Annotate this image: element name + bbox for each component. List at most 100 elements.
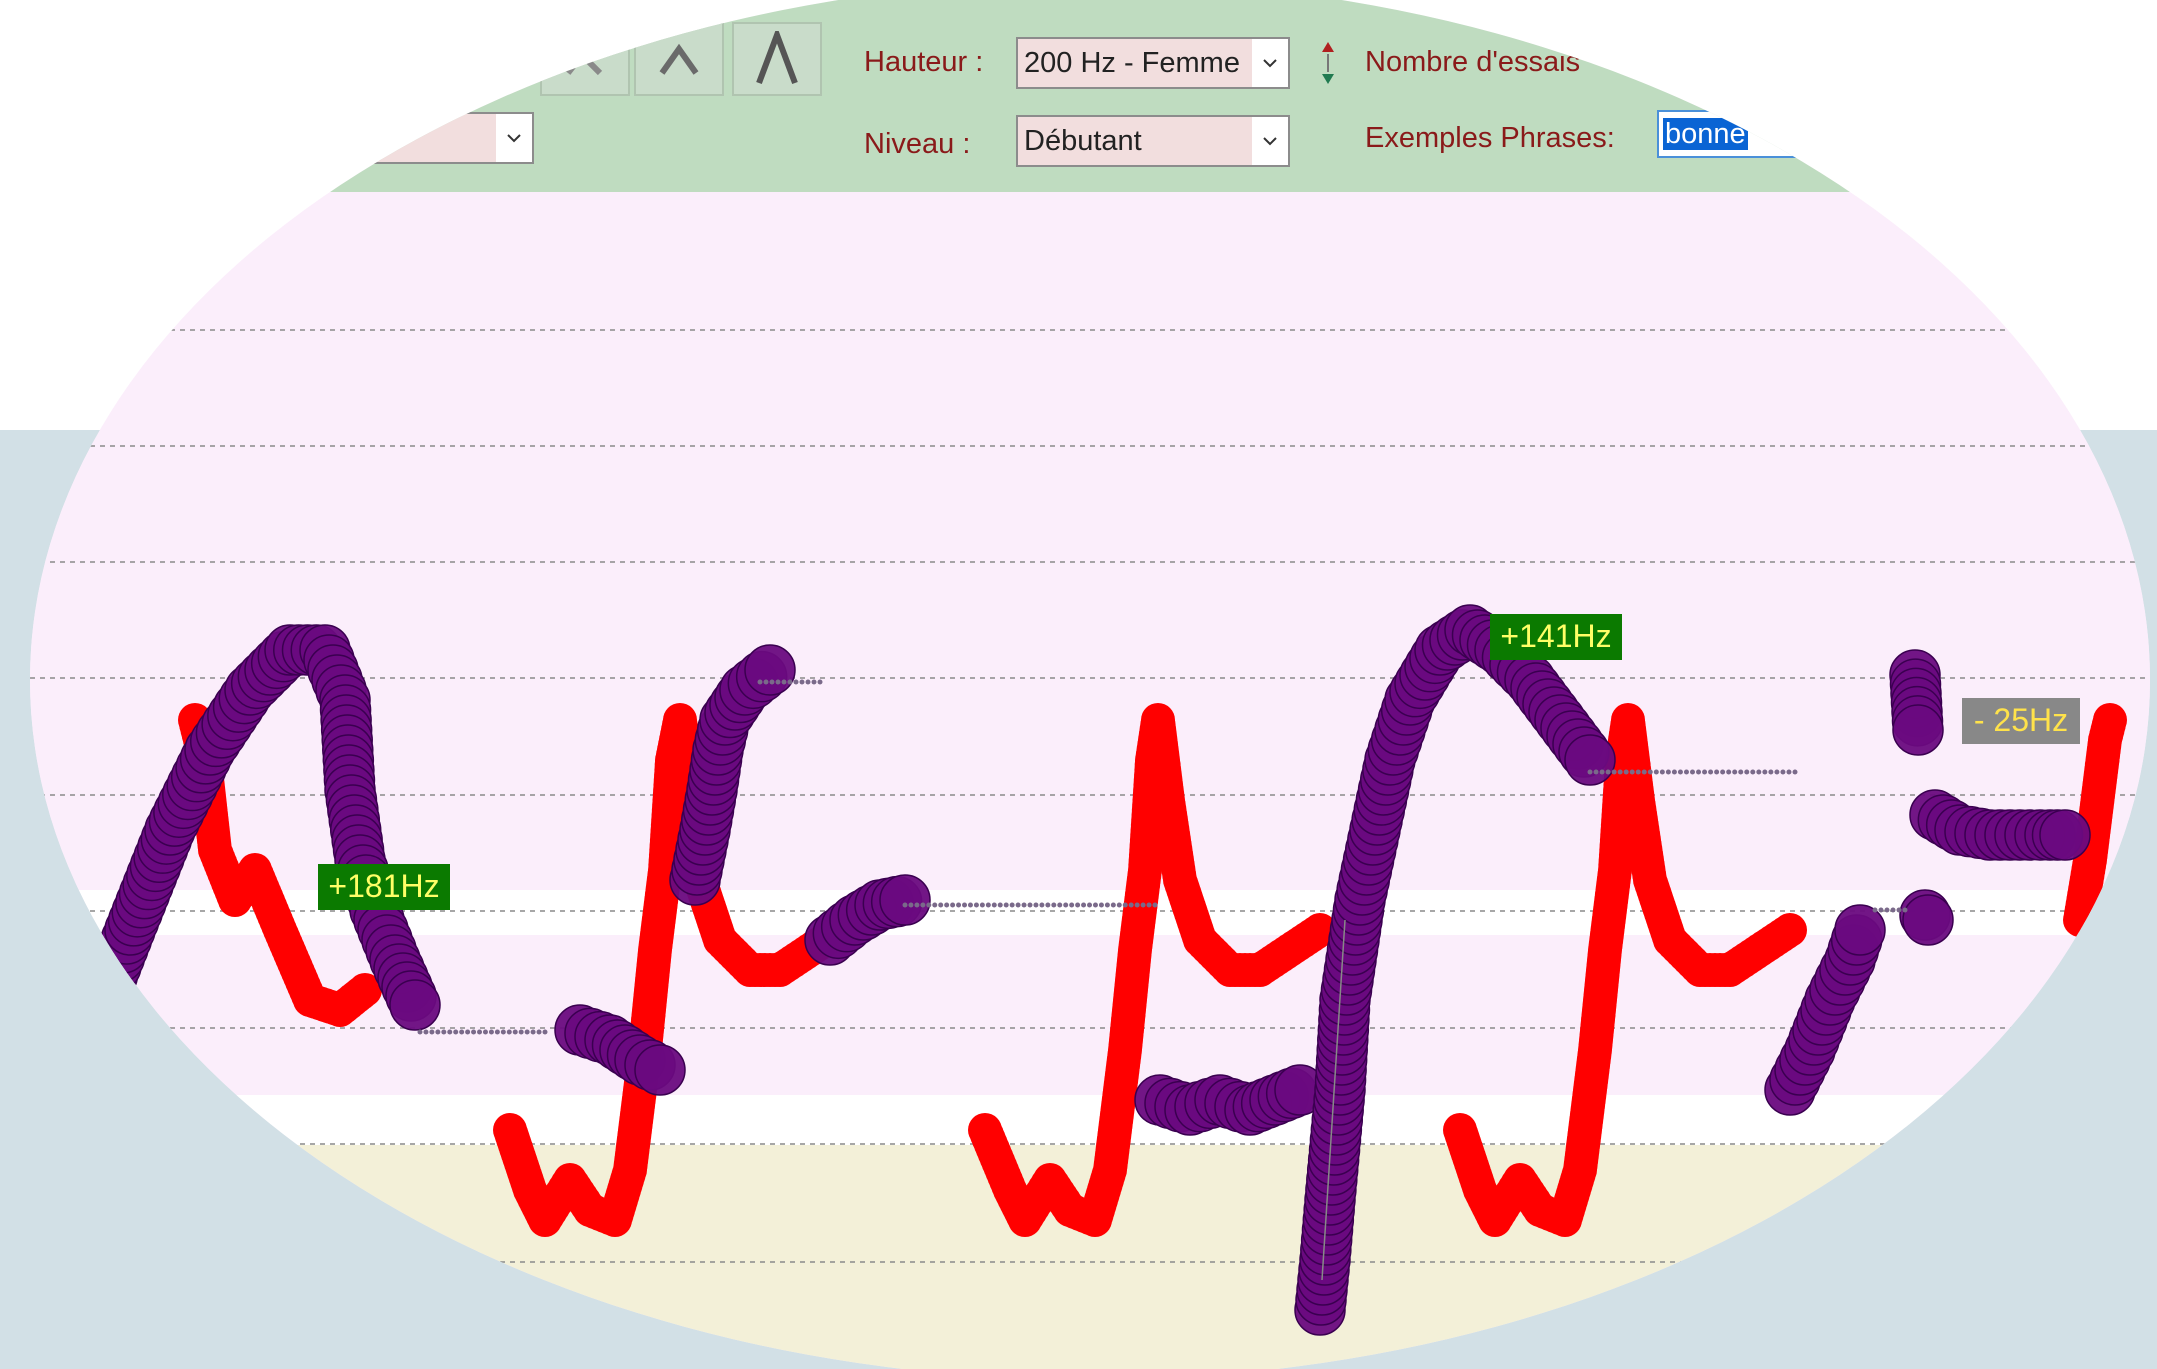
connector-dot xyxy=(1665,769,1671,775)
connector-dot xyxy=(1057,902,1063,908)
connector-dot xyxy=(1683,769,1689,775)
delta-label-bg xyxy=(1962,698,2080,744)
delta-label: +141Hz xyxy=(1490,614,1622,660)
connector-dot xyxy=(500,1029,506,1035)
connector-dot xyxy=(811,679,817,685)
connector-dot xyxy=(950,902,956,908)
plot-band-upper xyxy=(30,192,2150,892)
connector-dot xyxy=(1611,769,1617,775)
connector-dot xyxy=(506,1029,512,1035)
left-select[interactable] xyxy=(270,112,534,164)
connector-dot xyxy=(1902,907,1908,913)
connector-dot xyxy=(518,1029,524,1035)
connector-dot xyxy=(1671,769,1677,775)
niveau-select-value: Débutant xyxy=(1024,125,1142,157)
connector-dot xyxy=(1780,769,1786,775)
connector-dot xyxy=(1744,769,1750,775)
user-pitch-point xyxy=(1834,904,1886,956)
connector-dot xyxy=(494,1029,500,1035)
connector-dot xyxy=(1003,902,1009,908)
user-pitch-point xyxy=(1892,704,1944,756)
connector-dot xyxy=(1884,907,1890,913)
connector-dot xyxy=(465,1029,471,1035)
phrases-label: Exemples Phrases: xyxy=(1365,122,1615,154)
connector-dot xyxy=(1021,902,1027,908)
delta-label: +181Hz xyxy=(318,864,450,910)
connector-dot xyxy=(1774,769,1780,775)
connector-dot xyxy=(908,902,914,908)
small-caret-icon xyxy=(659,43,699,75)
connector-dot xyxy=(1104,902,1110,908)
delta-label: - 25Hz xyxy=(1962,698,2080,744)
delta-label-text: +181Hz xyxy=(328,868,439,904)
niveau-label: Niveau : xyxy=(864,128,971,160)
connector-dot xyxy=(1587,769,1593,775)
connector-dot xyxy=(1146,902,1152,908)
connector-dot xyxy=(775,679,781,685)
connector-dot xyxy=(1726,769,1732,775)
partial-caret-icon xyxy=(565,50,603,76)
contour-button-1[interactable] xyxy=(540,22,630,96)
niveau-select[interactable]: Débutant xyxy=(1016,115,1290,167)
connector-dot xyxy=(985,902,991,908)
connector-dot xyxy=(1027,902,1033,908)
connector-dot xyxy=(1039,902,1045,908)
connector-dot xyxy=(1786,769,1792,775)
connector-dot xyxy=(1738,769,1744,775)
contour-button-2[interactable] xyxy=(634,22,724,96)
target-pitch-point xyxy=(1773,913,1807,947)
connector-dot xyxy=(1015,902,1021,908)
user-pitch-curve xyxy=(69,604,2091,1336)
connector-dot xyxy=(1128,902,1134,908)
connector-dot xyxy=(781,679,787,685)
connector-dot xyxy=(1152,902,1158,908)
connector-dot xyxy=(1872,907,1878,913)
chevron-down-icon xyxy=(496,114,532,162)
connector-dot xyxy=(447,1029,453,1035)
contour-button-3[interactable] xyxy=(732,22,822,96)
connector-dot xyxy=(1092,902,1098,908)
connector-dot xyxy=(1690,769,1695,775)
connector-dot xyxy=(1792,769,1798,775)
connector-dot xyxy=(1641,769,1647,775)
delta-label-text: - 25Hz xyxy=(1974,702,2068,738)
connector-dot xyxy=(1134,902,1140,908)
connector-dot xyxy=(1659,769,1665,775)
connector-dot xyxy=(967,902,973,908)
user-pitch-point xyxy=(744,644,796,696)
user-pitch-point xyxy=(634,1044,686,1096)
connector-dot xyxy=(956,902,962,908)
connector-dot xyxy=(1623,769,1629,775)
connector-dot xyxy=(1069,902,1075,908)
phrases-input-selection: bonne xyxy=(1663,118,1748,150)
connector-dot xyxy=(1762,769,1768,775)
connector-dot xyxy=(429,1029,435,1035)
hauteur-select[interactable]: 200 Hz - Femme xyxy=(1016,37,1290,89)
connector-dot xyxy=(997,902,1003,908)
connector-dot xyxy=(459,1029,465,1035)
delta-label-bg xyxy=(318,864,450,910)
connector-dot xyxy=(938,902,944,908)
connector-dot xyxy=(1890,907,1896,913)
connector-dot xyxy=(787,679,793,685)
connector-dot xyxy=(1732,769,1738,775)
hauteur-select-value: 200 Hz - Femme xyxy=(1024,47,1240,79)
connector-dot xyxy=(542,1029,548,1035)
chevron-down-icon xyxy=(1252,39,1288,87)
connector-dot xyxy=(1714,769,1720,775)
connector-dot xyxy=(1110,902,1116,908)
connector-dot xyxy=(1599,769,1605,775)
connector-dot xyxy=(482,1029,488,1035)
essais-spinner[interactable] xyxy=(1318,40,1338,86)
connector-dot xyxy=(1878,907,1884,913)
pitch-plot: +181Hz +141Hz - 25Hz xyxy=(30,329,2150,1336)
phrases-input[interactable]: bonne xyxy=(1657,110,1897,158)
connector-dot xyxy=(1696,769,1702,775)
connector-dot xyxy=(1896,907,1902,913)
connector-dot xyxy=(423,1029,429,1035)
up-down-arrows-icon xyxy=(1322,42,1334,84)
delta-labels: +181Hz +141Hz - 25Hz xyxy=(318,614,2080,910)
delta-label-bg xyxy=(1490,614,1622,660)
connector-dot xyxy=(1122,902,1128,908)
connector-dot xyxy=(1635,769,1641,775)
